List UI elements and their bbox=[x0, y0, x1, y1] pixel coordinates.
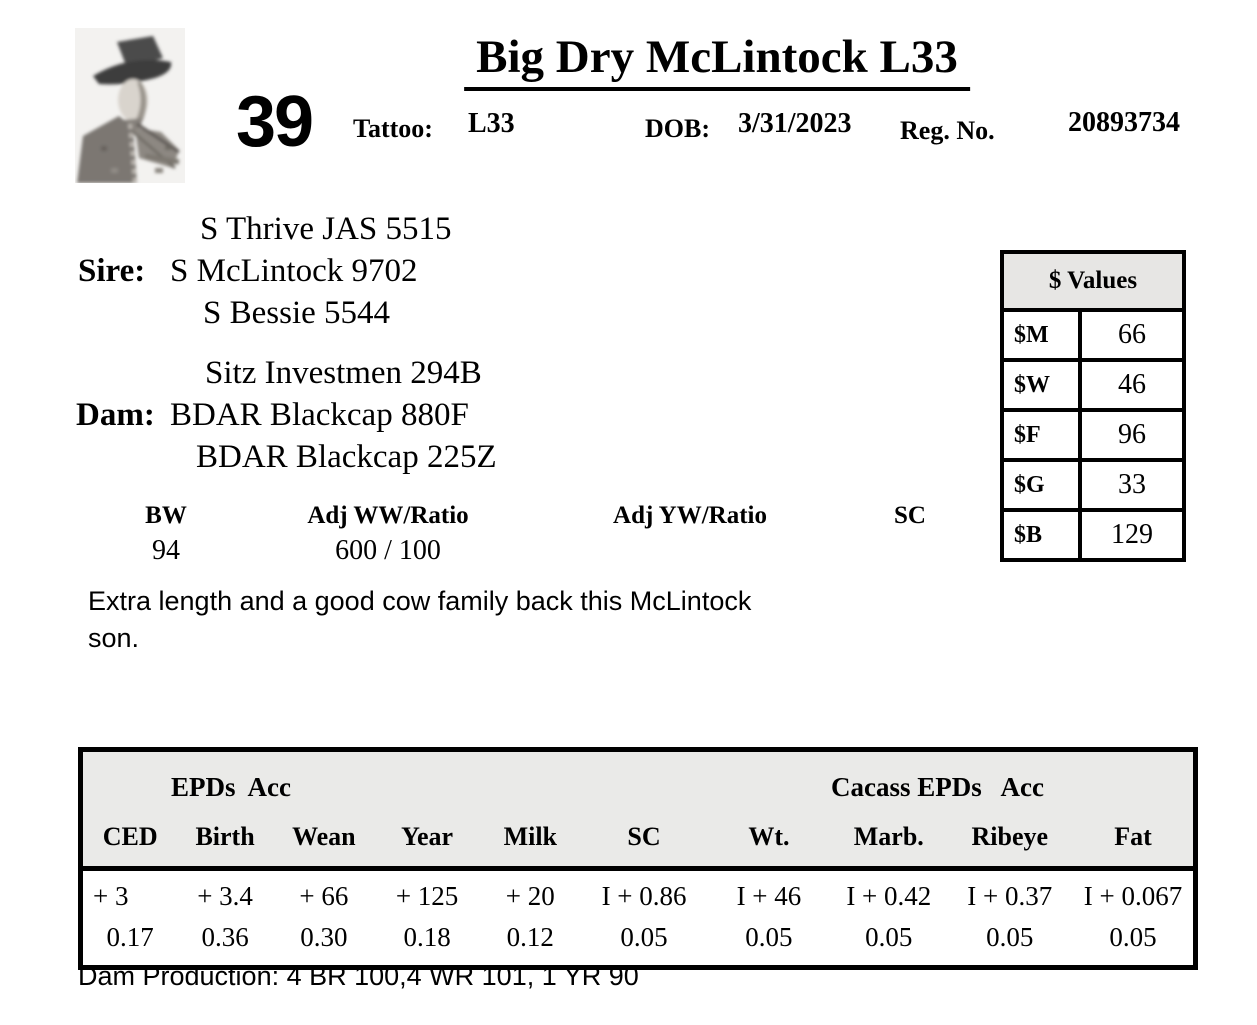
animal-title: Big Dry McLintock L33 bbox=[464, 30, 970, 91]
acc-wean: 0.30 bbox=[300, 922, 348, 952]
acc-fat: 0.05 bbox=[1109, 922, 1157, 952]
col-header-marb: Marb. bbox=[853, 822, 924, 851]
dam-grand-sire: Sitz Investmen 294B bbox=[205, 355, 482, 391]
epd-table: EPDs Acc Cacass EPDs Acc CED Birth Wean … bbox=[78, 747, 1198, 970]
dollar-b-label: $B bbox=[1004, 512, 1082, 558]
adj-yw-ratio-label: Adj YW/Ratio bbox=[613, 502, 767, 529]
col-header-milk: Milk bbox=[503, 822, 558, 851]
carcass-epds-acc-group-label: Cacass EPDs Acc bbox=[831, 772, 1044, 802]
dam-production-note: Dam Production: 4 BR 100,4 WR 101, 1 YR … bbox=[78, 961, 639, 991]
epd-ribeye: I + 0.37 bbox=[967, 881, 1053, 911]
col-header-year: Year bbox=[401, 822, 454, 851]
table-row: $M 66 bbox=[1004, 312, 1182, 362]
bw-value: 94 bbox=[152, 535, 180, 566]
acc-ced: 0.17 bbox=[106, 922, 154, 952]
epds-acc-group-label: EPDs Acc bbox=[171, 772, 291, 802]
acc-sc: 0.05 bbox=[620, 922, 668, 952]
col-header-ribeye: Ribeye bbox=[971, 822, 1049, 851]
perf-col-adj-yw: Adj YW/Ratio bbox=[613, 502, 767, 535]
perf-col-sc: SC bbox=[894, 502, 926, 535]
sale-note: Extra length and a good cow family back … bbox=[88, 586, 752, 653]
col-header-fat: Fat bbox=[1114, 822, 1152, 851]
dollar-w-label: $W bbox=[1004, 362, 1082, 408]
dollar-g-value: 33 bbox=[1118, 469, 1146, 500]
epd-fat: I + 0.067 bbox=[1083, 881, 1183, 911]
epd-group-row: EPDs Acc Cacass EPDs Acc bbox=[83, 772, 1193, 810]
dollar-values-table: $ Values $M 66 $W 46 $F 96 $G 33 $B 129 bbox=[1000, 250, 1186, 562]
col-header-birth: Birth bbox=[195, 822, 255, 851]
epd-marb: I + 0.42 bbox=[846, 881, 932, 911]
epd-ced: + 3 bbox=[93, 881, 129, 911]
dam-name: BDAR Blackcap 880F bbox=[170, 397, 469, 433]
col-header-wean: Wean bbox=[292, 822, 356, 851]
epd-table-header: EPDs Acc Cacass EPDs Acc CED Birth Wean … bbox=[83, 752, 1193, 871]
reg-no-label: Reg. No. bbox=[900, 116, 995, 145]
dam-label: Dam: bbox=[76, 397, 155, 433]
col-header-sc: SC bbox=[627, 822, 661, 851]
dollar-values-header: $ Values bbox=[1004, 254, 1182, 312]
acc-birth: 0.36 bbox=[201, 922, 249, 952]
dollar-g-label: $G bbox=[1004, 462, 1082, 508]
epd-wt: I + 46 bbox=[736, 881, 802, 911]
acc-milk: 0.12 bbox=[506, 922, 554, 952]
table-row: $W 46 bbox=[1004, 362, 1182, 412]
col-header-ced: CED bbox=[102, 822, 158, 851]
epd-year: + 125 bbox=[395, 881, 459, 911]
acc-marb: 0.05 bbox=[865, 922, 913, 952]
acc-wt: 0.05 bbox=[745, 922, 793, 952]
tattoo-value: L33 bbox=[468, 108, 515, 139]
epd-birth: + 3.4 bbox=[197, 881, 253, 911]
acc-ribeye: 0.05 bbox=[986, 922, 1034, 952]
dollar-m-label: $M bbox=[1004, 312, 1082, 358]
sire-label: Sire: bbox=[78, 253, 146, 289]
dollar-f-value: 96 bbox=[1118, 419, 1146, 450]
dollar-f-label: $F bbox=[1004, 412, 1082, 458]
perf-col-adj-ww: Adj WW/Ratio 600 / 100 bbox=[307, 502, 468, 567]
epd-column-headers: CED Birth Wean Year Milk SC Wt. Marb. Ri… bbox=[83, 822, 1193, 852]
adj-ww-ratio-label: Adj WW/Ratio bbox=[307, 502, 469, 529]
table-row: $B 129 bbox=[1004, 512, 1182, 558]
bw-label: BW bbox=[145, 502, 187, 529]
reg-no-value: 20893734 bbox=[1068, 107, 1180, 138]
table-row: $F 96 bbox=[1004, 412, 1182, 462]
dollar-w-value: 46 bbox=[1118, 369, 1146, 400]
epd-sc: I + 0.86 bbox=[601, 881, 687, 911]
sire-grand-sire: S Thrive JAS 5515 bbox=[200, 211, 452, 247]
epd-milk: + 20 bbox=[505, 881, 555, 911]
sc-label: SC bbox=[894, 502, 926, 529]
epd-values-row: + 3 + 3.4 + 66 + 125 + 20 I + 0.86 I + 4… bbox=[83, 881, 1193, 912]
epd-table-body: + 3 + 3.4 + 66 + 125 + 20 I + 0.86 I + 4… bbox=[83, 871, 1193, 965]
epd-wean: + 66 bbox=[299, 881, 349, 911]
epd-accuracy-row: 0.17 0.36 0.30 0.18 0.12 0.05 0.05 0.05 … bbox=[83, 922, 1193, 953]
acc-year: 0.18 bbox=[403, 922, 451, 952]
dob-label: DOB: bbox=[645, 114, 710, 143]
tattoo-label: Tattoo: bbox=[353, 114, 433, 143]
col-header-wt: Wt. bbox=[748, 822, 790, 851]
lot-number: 39 bbox=[236, 82, 314, 162]
dollar-m-value: 66 bbox=[1118, 319, 1146, 350]
dob-value: 3/31/2023 bbox=[738, 108, 852, 139]
dam-grand-dam: BDAR Blackcap 225Z bbox=[196, 439, 497, 475]
perf-col-bw: BW 94 bbox=[145, 502, 187, 567]
dollar-b-value: 129 bbox=[1111, 519, 1153, 550]
sire-name: S McLintock 9702 bbox=[170, 253, 418, 289]
adj-ww-ratio-value: 600 / 100 bbox=[335, 535, 441, 566]
sire-grand-dam: S Bessie 5544 bbox=[203, 295, 391, 331]
table-row: $G 33 bbox=[1004, 462, 1182, 512]
cowboy-photo bbox=[75, 28, 185, 183]
